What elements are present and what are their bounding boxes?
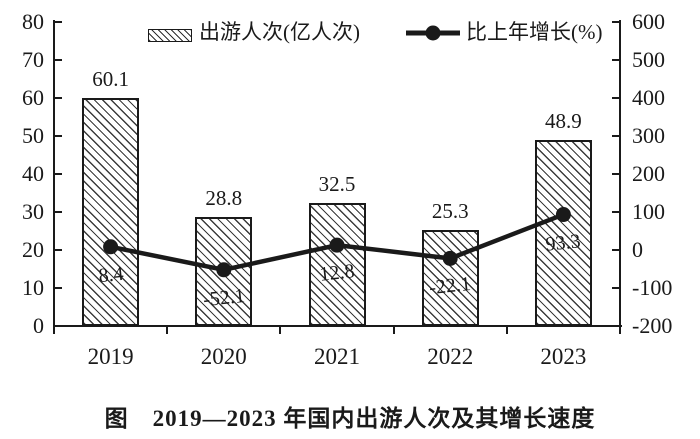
right-axis-tick xyxy=(612,21,619,23)
category-label-2019: 2019 xyxy=(87,344,134,369)
bar-value-label-2022: 25.3 xyxy=(431,198,469,223)
right-axis-tick xyxy=(612,249,619,251)
line-legend-marker xyxy=(406,25,460,41)
left-axis-tick-label: 50 xyxy=(22,123,44,148)
left-axis-tick-label: 60 xyxy=(22,85,44,110)
bar-value-label-2023: 48.9 xyxy=(545,109,582,134)
bar-2021 xyxy=(308,202,366,326)
growth-point-2023 xyxy=(555,207,571,223)
left-axis-tick-label: 0 xyxy=(33,313,44,338)
right-axis-tick xyxy=(612,287,619,289)
left-axis-tick-label: 30 xyxy=(22,199,44,224)
category-label-2021: 2021 xyxy=(314,344,360,369)
category-label-2020: 2020 xyxy=(200,344,247,369)
growth-point-2022 xyxy=(442,250,458,266)
bar-2022 xyxy=(421,229,479,326)
right-axis-tick-label: -100 xyxy=(632,275,673,300)
right-axis-tick xyxy=(612,173,619,175)
right-axis-tick xyxy=(612,211,619,213)
growth-point-2021 xyxy=(329,237,345,253)
left-axis-tick xyxy=(55,287,62,289)
left-axis-tick xyxy=(55,211,62,213)
left-axis-tick xyxy=(55,135,62,137)
bar-legend-swatch xyxy=(148,29,192,42)
bottom-axis-tick xyxy=(619,327,621,334)
bar-value-label-2020: 28.8 xyxy=(205,185,243,210)
bottom-axis-tick xyxy=(279,327,282,334)
right-axis-tick-label: -200 xyxy=(632,313,673,338)
right-axis-tick-label: 500 xyxy=(632,47,665,72)
bottom-axis-line xyxy=(53,325,622,327)
right-axis-tick-label: 200 xyxy=(632,161,665,186)
bar-legend-label: 出游人次(亿人次) xyxy=(199,20,360,44)
right-axis-tick-label: 300 xyxy=(632,123,665,148)
bottom-axis-tick xyxy=(392,327,395,334)
right-axis-tick xyxy=(612,135,619,137)
right-axis-tick-label: 400 xyxy=(632,85,665,110)
left-axis-tick-label: 70 xyxy=(22,47,44,72)
left-axis-tick xyxy=(55,21,62,23)
left-axis-tick xyxy=(55,325,62,327)
right-axis-tick-label: 100 xyxy=(632,199,665,224)
right-axis-tick-label: 600 xyxy=(632,9,665,34)
line-legend-label: 比上年增长(%) xyxy=(466,20,603,44)
right-axis-tick xyxy=(612,97,619,99)
left-axis-tick xyxy=(55,59,62,61)
bar-value-label-2021: 32.5 xyxy=(318,171,356,196)
bar-2019 xyxy=(82,97,140,326)
left-axis-tick-label: 40 xyxy=(22,161,44,186)
bottom-axis-tick xyxy=(505,327,508,334)
left-axis-tick xyxy=(55,173,62,175)
category-label-2022: 2022 xyxy=(427,344,474,369)
bar-2023 xyxy=(534,140,592,326)
left-axis-line xyxy=(53,20,55,327)
right-axis-tick xyxy=(612,59,619,61)
left-axis-tick xyxy=(55,249,62,251)
left-axis-tick-label: 80 xyxy=(22,9,44,34)
right-axis-tick-label: 0 xyxy=(632,237,643,262)
bottom-axis-tick xyxy=(166,327,169,334)
right-axis-tick xyxy=(612,325,619,327)
bottom-axis-tick xyxy=(53,327,55,334)
left-axis-tick-label: 20 xyxy=(22,237,44,262)
growth-point-2019 xyxy=(103,239,119,255)
left-axis-tick xyxy=(55,97,62,99)
bar-value-label-2019: 60.1 xyxy=(92,66,129,91)
category-label-2023: 2023 xyxy=(540,344,587,369)
figure-caption: 图 2019—2023 年国内出游人次及其增长速度 xyxy=(104,406,596,431)
left-axis-tick-label: 10 xyxy=(22,275,44,300)
right-axis-line xyxy=(619,20,621,327)
growth-point-2020 xyxy=(216,262,232,278)
